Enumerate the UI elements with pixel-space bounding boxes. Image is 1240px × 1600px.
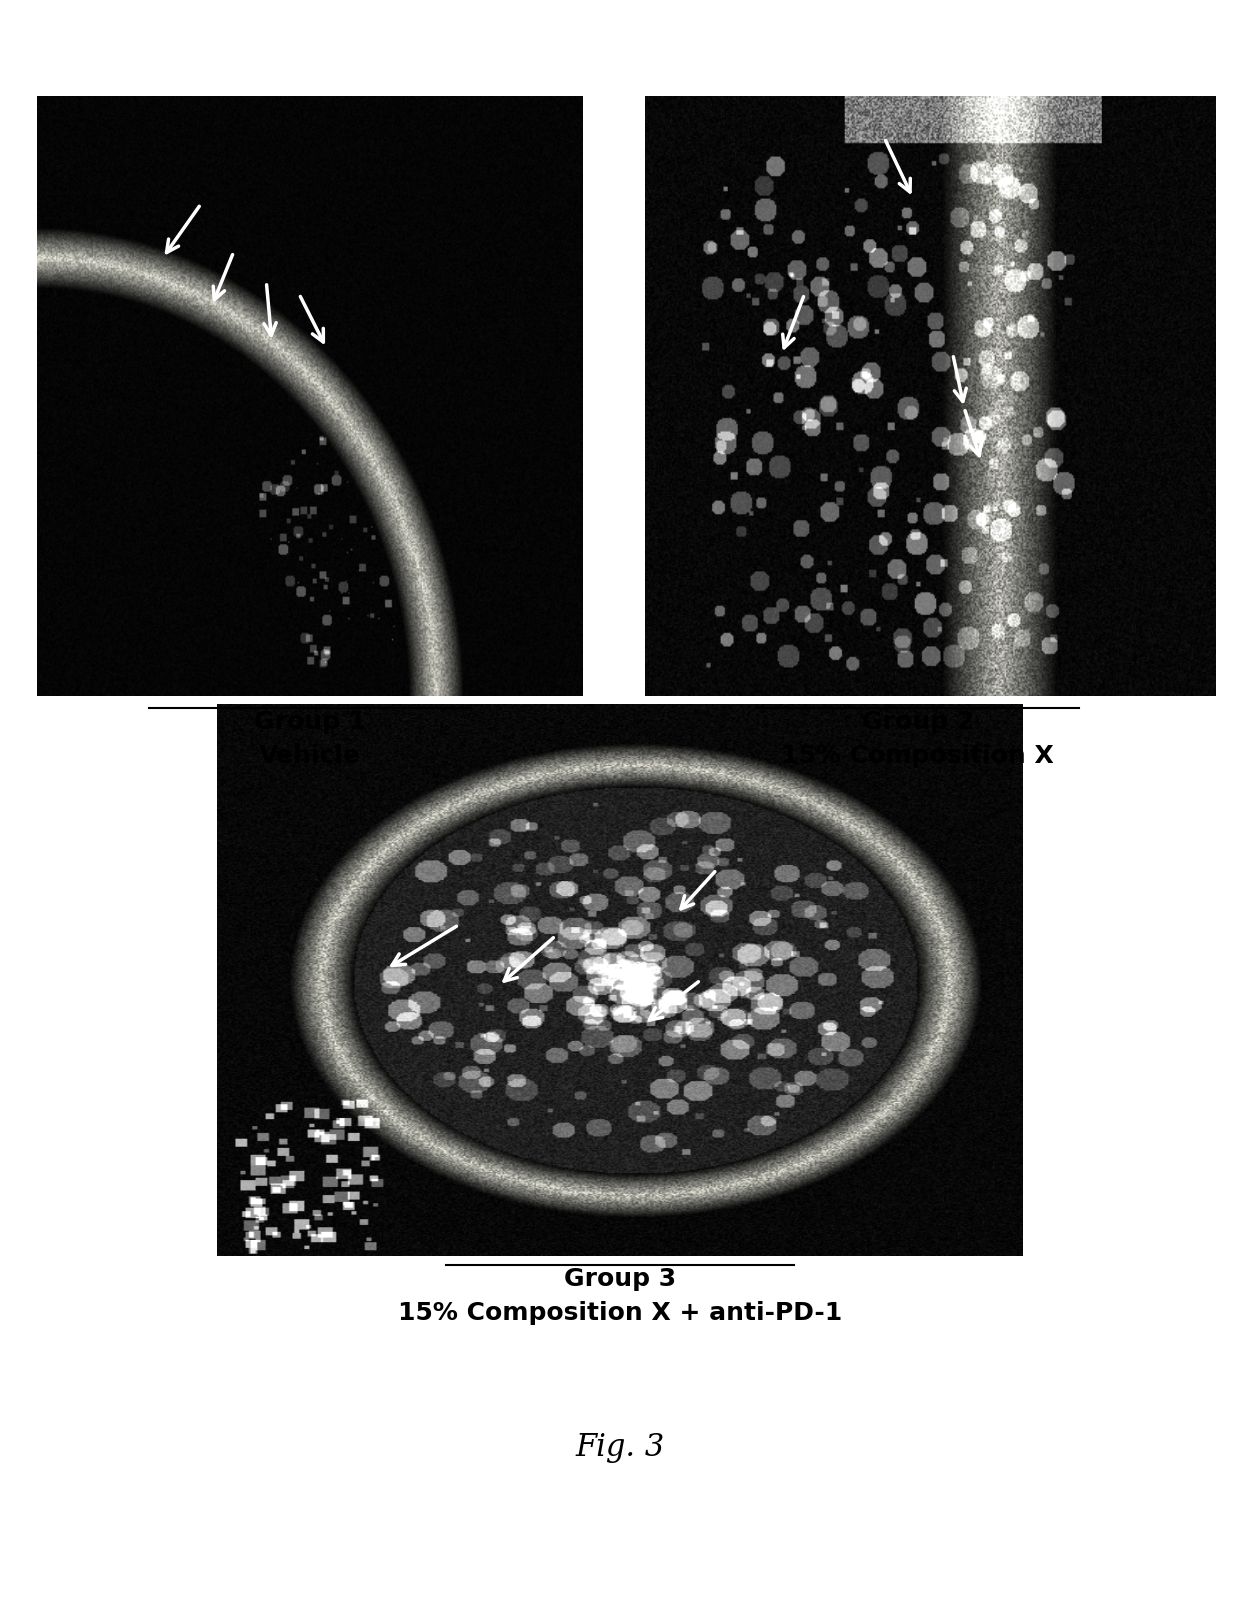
Text: 15% Composition X + anti-PD-1: 15% Composition X + anti-PD-1 [398, 1301, 842, 1325]
Text: Group 2: Group 2 [862, 710, 973, 734]
Text: 15% Composition X: 15% Composition X [781, 744, 1054, 768]
Text: Fig. 3: Fig. 3 [575, 1432, 665, 1462]
Text: Group 3: Group 3 [564, 1267, 676, 1291]
Text: Group 1: Group 1 [254, 710, 366, 734]
Text: Vehicle: Vehicle [259, 744, 361, 768]
